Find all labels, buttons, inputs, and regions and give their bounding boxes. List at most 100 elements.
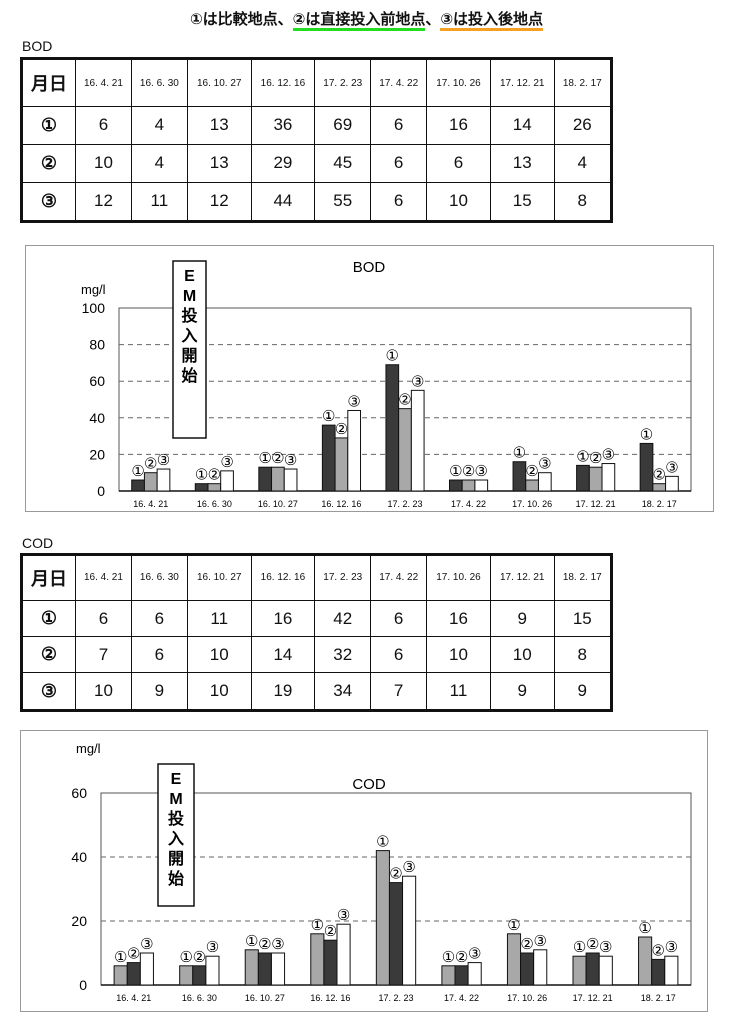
bar-2 — [652, 483, 667, 492]
bar-label-2: ② — [324, 923, 337, 940]
date-header: 16. 12. 16 — [250, 554, 316, 601]
value-cell: 34 — [314, 672, 372, 711]
bar-3 — [283, 468, 298, 492]
value-cell: 4 — [130, 106, 188, 145]
value-cell: 10 — [75, 143, 132, 183]
table-row: ① 6 6 11 16 42 6 16 9 15 — [21, 599, 613, 638]
value-cell: 7 — [370, 672, 428, 711]
value-cell: 4 — [130, 143, 188, 183]
row-label: ② — [21, 143, 76, 183]
bar-2 — [454, 965, 469, 986]
bar-2 — [388, 882, 404, 986]
bar-label-2: ② — [455, 949, 468, 966]
bar-label-1: ① — [507, 917, 520, 934]
date-header: 17. 2. 23 — [314, 57, 372, 108]
value-cell: 69 — [314, 106, 372, 145]
bar-label-1: ① — [322, 408, 335, 425]
bod-table: 月日 16. 4. 21 16. 6. 30 16. 10. 27 16. 12. 16… — [20, 57, 613, 223]
value-cell: 10 — [75, 672, 132, 711]
em-start-annotation-char: 始 — [181, 366, 197, 385]
bar-label-1: ① — [311, 917, 324, 934]
value-cell: 55 — [314, 181, 372, 222]
chart-title: COD — [352, 776, 386, 793]
x-tick-label: 17. 10. 26 — [512, 499, 552, 509]
bar-1 — [385, 364, 400, 492]
value-cell: 9 — [489, 599, 555, 638]
bar-1 — [113, 965, 128, 986]
date-header: 17. 4. 22 — [370, 554, 428, 601]
bar-label-2: ② — [525, 463, 538, 480]
value-cell: 15 — [553, 599, 613, 638]
row-label: ① — [21, 599, 76, 638]
bar-label-1: ① — [258, 450, 271, 467]
em-start-annotation-box — [157, 763, 195, 907]
date-header: 17. 2. 23 — [314, 554, 372, 601]
bar-label-3: ③ — [337, 907, 350, 924]
em-start-annotation-char: 入 — [181, 327, 197, 345]
date-header: 16. 10. 27 — [186, 554, 252, 601]
bar-label-2: ② — [127, 946, 140, 963]
corner-cell: 月日 — [21, 57, 76, 108]
bar-label-3: ③ — [220, 454, 233, 471]
value-cell: 9 — [489, 672, 555, 711]
bar-label-1: ① — [114, 949, 127, 966]
bar-3 — [270, 952, 286, 986]
value-cell: 10 — [426, 181, 491, 222]
y-axis-unit: mg/l — [76, 741, 101, 756]
x-tick-label: 17. 12. 21 — [576, 499, 616, 509]
x-tick-label: 16. 4. 21 — [116, 993, 151, 1003]
table-header-row: 月日 16. 4. 21 16. 6. 30 16. 10. 27 16. 12. 16… — [21, 554, 613, 601]
value-cell: 6 — [426, 143, 491, 183]
bar-2 — [207, 483, 222, 492]
x-tick-label: 16. 10. 27 — [245, 993, 285, 1003]
x-tick-label: 16. 4. 21 — [133, 499, 168, 509]
bar-3 — [336, 923, 351, 986]
em-start-annotation-char: E — [171, 771, 182, 788]
value-cell: 16 — [426, 599, 491, 638]
bar-label-3: ③ — [347, 393, 360, 410]
bar-2 — [143, 472, 158, 492]
date-header: 17. 12. 21 — [489, 554, 555, 601]
bar-label-2: ② — [462, 463, 475, 480]
x-tick-label: 16. 12. 16 — [310, 993, 350, 1003]
bar-label-1: ① — [573, 939, 586, 956]
bar-3 — [467, 962, 482, 986]
em-start-annotation-char: 開 — [168, 850, 184, 868]
em-start-annotation-box — [172, 260, 207, 439]
bar-label-2: ② — [389, 866, 402, 883]
value-cell: 6 — [130, 599, 188, 638]
value-cell: 32 — [314, 636, 372, 674]
em-start-annotation-char: 入 — [168, 830, 184, 848]
bar-3 — [533, 949, 548, 986]
y-tick-label: 20 — [71, 913, 87, 929]
date-header: 17. 4. 22 — [370, 57, 428, 108]
bar-label-3: ③ — [468, 946, 481, 963]
value-cell: 13 — [186, 106, 252, 145]
value-cell: 26 — [553, 106, 613, 145]
bar-1 — [506, 933, 522, 986]
value-cell: 9 — [130, 672, 188, 711]
date-header: 18. 2. 17 — [553, 57, 613, 108]
bar-3 — [205, 955, 220, 986]
x-tick-label: 16. 12. 16 — [321, 499, 361, 509]
x-tick-label: 17. 4. 22 — [451, 499, 486, 509]
bar-label-2: ② — [144, 456, 157, 473]
bar-1 — [441, 965, 456, 986]
bar-1 — [194, 483, 209, 492]
bar-1 — [576, 464, 590, 492]
date-header: 17. 10. 26 — [426, 57, 491, 108]
bar-label-3: ③ — [411, 373, 424, 390]
em-start-annotation-char: 投 — [181, 306, 197, 325]
date-header: 18. 2. 17 — [553, 554, 613, 601]
bar-3 — [601, 463, 616, 492]
date-header: 16. 4. 21 — [75, 554, 132, 601]
bar-2 — [651, 958, 666, 986]
bar-1 — [448, 479, 463, 492]
value-cell: 4 — [553, 143, 613, 183]
value-cell: 13 — [489, 143, 555, 183]
bod-chart: BOD mg/l 0 20 40 60 80 100 ① ② ③ 16. 4. 21 ① ② ③ 16. 6.… — [25, 245, 714, 512]
row-label: ① — [21, 106, 76, 145]
x-tick-label: 17. 10. 26 — [507, 993, 547, 1003]
